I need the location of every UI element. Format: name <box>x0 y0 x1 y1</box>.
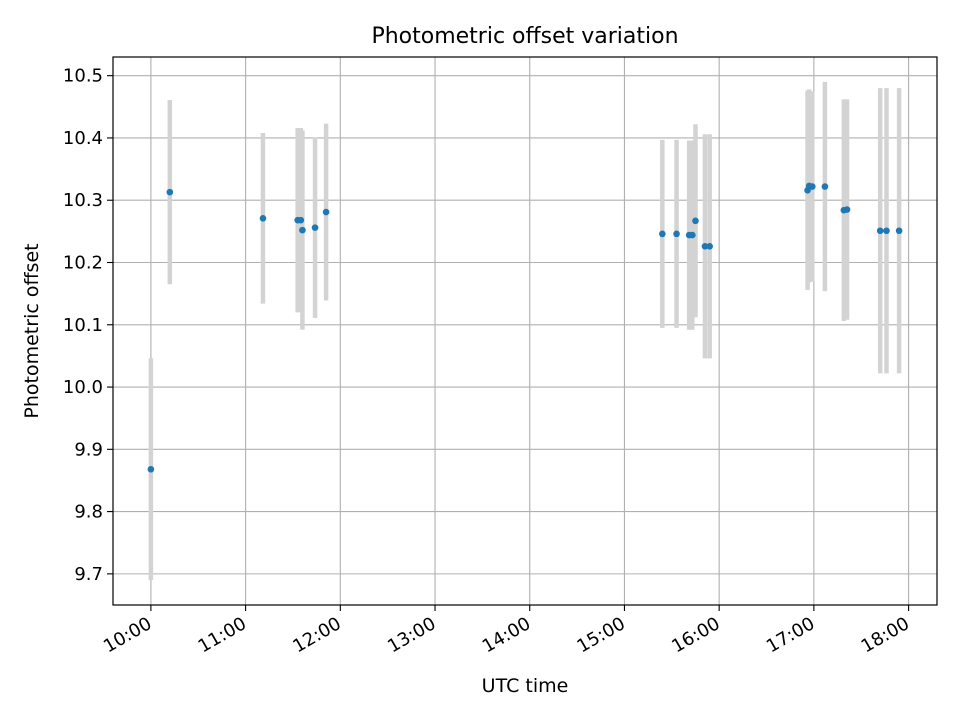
data-point <box>821 183 829 190</box>
grid <box>113 57 937 605</box>
data-point <box>706 243 713 250</box>
y-tick-label: 10.2 <box>63 253 103 274</box>
data-point <box>876 227 884 235</box>
data-point <box>808 183 816 190</box>
data-points <box>147 182 903 473</box>
data-point <box>883 227 890 235</box>
y-axis-ticks: 9.7 9.8 9.9 10.0 10.1 10.2 10.3 10.4 10.5 <box>63 66 113 585</box>
data-point <box>259 214 267 222</box>
y-tick-label: 10.0 <box>63 377 103 398</box>
y-tick-label: 9.8 <box>74 502 103 523</box>
data-point <box>659 230 666 238</box>
y-tick-label: 10.5 <box>63 66 103 87</box>
plot-area-frame <box>112 56 938 606</box>
chart-title: Photometric offset variation <box>371 24 678 49</box>
data-point <box>692 217 699 225</box>
data-point <box>843 206 851 213</box>
data-point <box>311 224 319 231</box>
y-tick-label: 10.1 <box>63 315 103 336</box>
y-axis-label: Photometric offset <box>21 243 43 418</box>
y-tick-label: 9.9 <box>74 439 103 460</box>
y-tick-label: 10.3 <box>63 190 103 211</box>
data-point <box>673 230 680 238</box>
data-point <box>322 208 330 216</box>
data-point <box>895 227 903 235</box>
data-point <box>701 243 709 250</box>
y-tick-label: 9.7 <box>74 564 103 585</box>
x-axis-label: UTC time <box>482 675 569 697</box>
data-point <box>297 216 305 224</box>
data-point <box>299 226 306 234</box>
data-point <box>166 188 174 196</box>
data-point <box>147 465 155 473</box>
y-tick-label: 10.4 <box>63 128 103 149</box>
data-point <box>689 231 696 239</box>
